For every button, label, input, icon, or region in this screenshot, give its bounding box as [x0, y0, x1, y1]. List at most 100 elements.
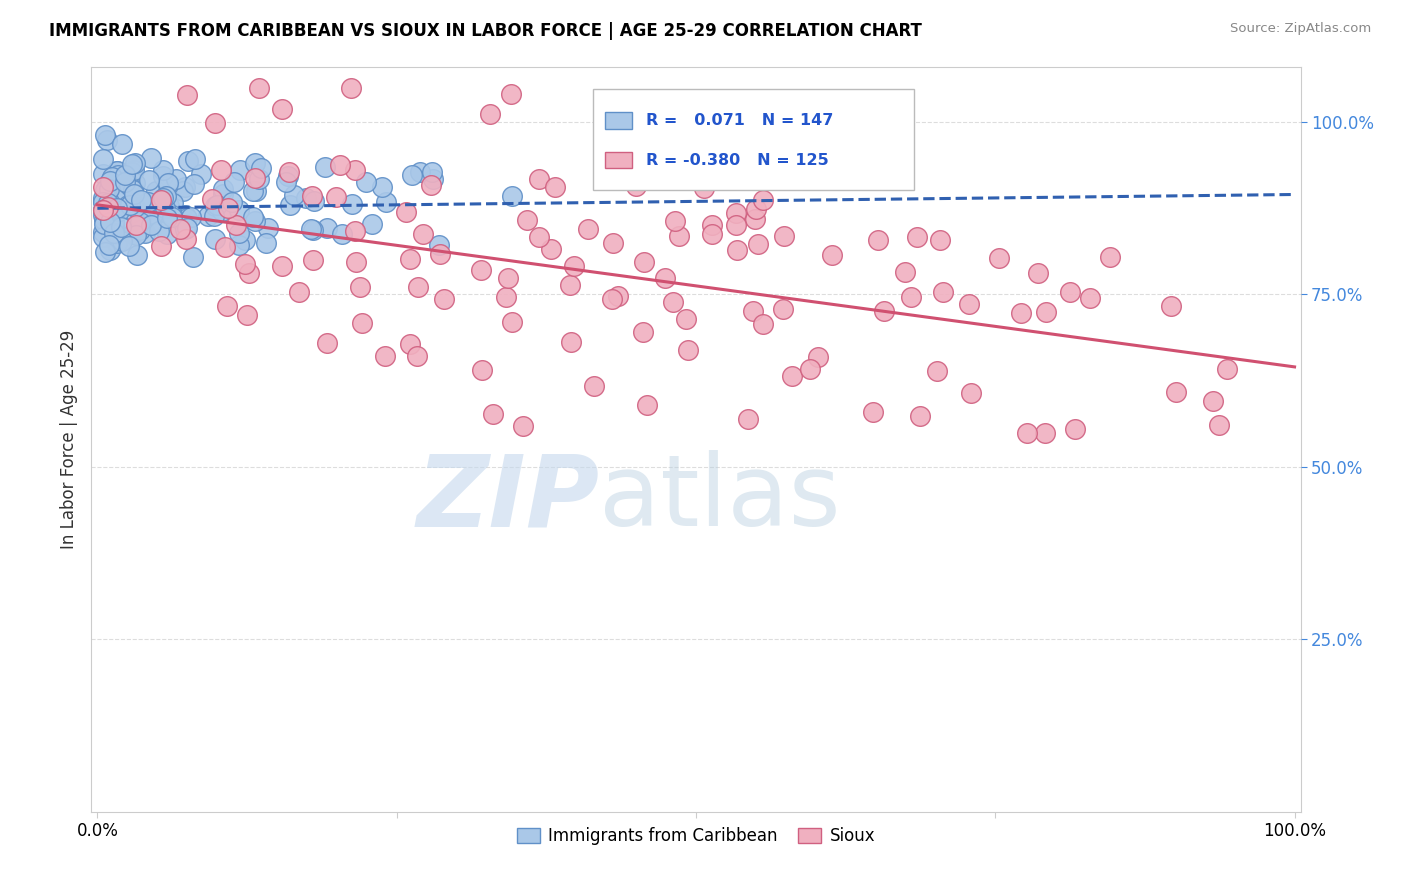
Point [97, 200, 120, 214]
Point [527, 230, 550, 244]
Point [94, 244, 117, 259]
Point [93, 167, 115, 181]
Point [128, 223, 150, 237]
Point [93, 208, 115, 222]
Point [371, 179, 394, 194]
Point [114, 168, 136, 182]
Point [183, 250, 205, 264]
Point [118, 239, 141, 253]
Point [121, 227, 143, 241]
Point [183, 177, 205, 191]
Point [114, 175, 136, 189]
Point [141, 215, 163, 229]
Point [217, 201, 239, 215]
Point [221, 194, 243, 209]
Point [957, 297, 980, 311]
Point [121, 165, 143, 179]
Point [103, 219, 125, 233]
Point [661, 294, 683, 309]
Point [96, 182, 118, 196]
Point [283, 187, 305, 202]
Point [602, 236, 624, 251]
Point [287, 285, 309, 300]
Point [245, 184, 267, 198]
Point [160, 211, 183, 225]
Point [145, 184, 167, 198]
Point [1160, 300, 1182, 314]
Point [211, 203, 233, 218]
Point [700, 218, 723, 232]
Point [693, 165, 716, 179]
Point [107, 168, 129, 182]
Point [406, 349, 429, 363]
Point [905, 229, 928, 244]
Point [636, 399, 658, 413]
Point [98, 243, 121, 257]
Point [862, 405, 884, 419]
Point [302, 223, 325, 237]
Point [129, 194, 152, 208]
Point [176, 232, 198, 246]
Point [301, 189, 323, 203]
Point [527, 172, 550, 186]
Point [1164, 385, 1187, 400]
Point [212, 186, 235, 201]
Point [433, 292, 456, 306]
Point [302, 253, 325, 268]
Point [105, 164, 128, 178]
Point [110, 219, 132, 234]
Point [395, 204, 418, 219]
Point [471, 363, 494, 377]
Point [122, 187, 145, 202]
Point [631, 325, 654, 339]
Point [925, 364, 948, 378]
Point [399, 252, 422, 267]
Point [233, 233, 256, 247]
Point [1026, 266, 1049, 280]
Point [211, 182, 233, 196]
Point [668, 229, 690, 244]
Point [103, 214, 125, 228]
Point [482, 407, 505, 421]
Point [111, 235, 134, 249]
Point [422, 172, 444, 186]
Point [247, 171, 270, 186]
Point [202, 209, 225, 223]
Point [176, 88, 198, 103]
Point [129, 212, 152, 227]
Point [576, 222, 599, 236]
Point [429, 247, 451, 261]
Point [245, 213, 267, 227]
Point [162, 196, 184, 211]
Text: R = -0.380   N = 125: R = -0.380 N = 125 [647, 153, 830, 168]
Point [120, 198, 142, 212]
Point [900, 290, 922, 304]
Point [560, 335, 582, 350]
Point [751, 193, 773, 207]
Point [807, 350, 830, 364]
FancyBboxPatch shape [593, 89, 914, 190]
Point [98, 174, 121, 188]
Point [107, 203, 129, 218]
Point [278, 198, 301, 212]
Bar [605, 152, 631, 169]
Point [724, 205, 747, 219]
Point [412, 227, 434, 241]
Y-axis label: In Labor Force | Age 25-29: In Labor Force | Age 25-29 [60, 330, 79, 549]
Point [866, 233, 889, 247]
Point [401, 168, 423, 182]
Point [155, 227, 177, 241]
Point [209, 163, 232, 178]
Point [162, 208, 184, 222]
Point [654, 270, 676, 285]
Point [747, 237, 769, 252]
Point [122, 196, 145, 211]
Point [745, 202, 768, 216]
Point [93, 183, 115, 197]
Point [176, 211, 198, 226]
Point [247, 80, 270, 95]
Point [204, 116, 226, 130]
Point [197, 209, 219, 223]
Point [139, 219, 162, 233]
Point [314, 160, 336, 174]
